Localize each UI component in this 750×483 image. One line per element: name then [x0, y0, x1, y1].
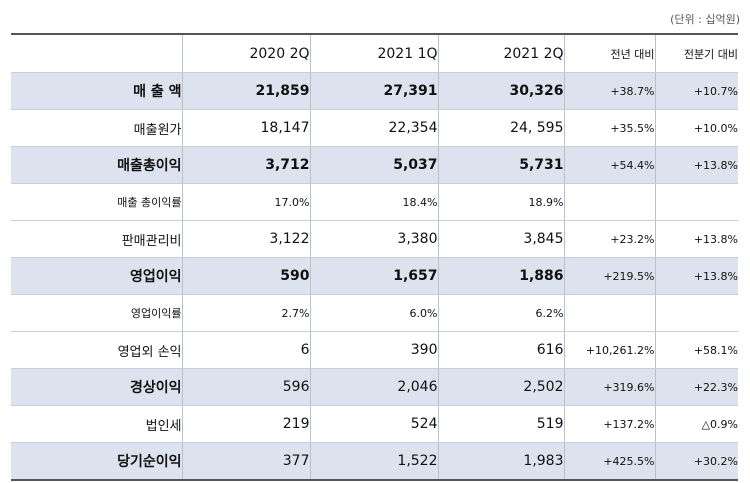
qoq-cell: △0.9% — [655, 405, 738, 443]
value-cell: 2.7% — [182, 294, 311, 332]
qoq-cell: +22.3% — [655, 368, 738, 406]
value-cell: 219 — [182, 405, 311, 443]
value-cell: 6.2% — [438, 294, 565, 332]
column-header: 전년 대비 — [564, 34, 656, 73]
value-cell: 377 — [182, 442, 311, 481]
qoq-cell: +13.8% — [655, 220, 738, 258]
row-label: 영업이익률 — [11, 294, 183, 332]
yoy-cell — [564, 294, 656, 332]
yoy-cell: +219.5% — [564, 257, 656, 295]
qoq-cell: +58.1% — [655, 331, 738, 369]
value-cell: 18.9% — [438, 183, 565, 221]
table-row: 영업외 손익 6 390 616 +10,261.2% +58.1% — [11, 331, 738, 369]
yoy-cell: +10,261.2% — [564, 331, 656, 369]
qoq-cell: +13.8% — [655, 257, 738, 295]
table-row: 영업이익 590 1,657 1,886 +219.5% +13.8% — [11, 257, 738, 295]
value-cell: 2,502 — [438, 368, 565, 406]
column-header: 2021 1Q — [310, 34, 439, 73]
value-cell: 24, 595 — [438, 109, 565, 147]
qoq-cell: +10.7% — [655, 72, 738, 110]
value-cell: 3,712 — [182, 146, 311, 184]
qoq-cell: +13.8% — [655, 146, 738, 184]
value-cell: 390 — [310, 331, 439, 369]
column-header: 2020 2Q — [182, 34, 311, 73]
value-cell: 3,845 — [438, 220, 565, 258]
financial-table: 2020 2Q 2021 1Q 2021 2Q 전년 대비 전분기 대비 매 출… — [11, 33, 738, 481]
value-cell: 5,037 — [310, 146, 439, 184]
yoy-cell — [564, 183, 656, 221]
row-label: 경상이익 — [11, 368, 183, 406]
value-cell: 616 — [438, 331, 565, 369]
yoy-cell: +54.4% — [564, 146, 656, 184]
table-row: 매출원가 18,147 22,354 24, 595 +35.5% +10.0% — [11, 109, 738, 147]
column-header: 전분기 대비 — [655, 34, 738, 73]
row-label: 법인세 — [11, 405, 183, 443]
yoy-cell: +425.5% — [564, 442, 656, 481]
value-cell: 6.0% — [310, 294, 439, 332]
value-cell: 22,354 — [310, 109, 439, 147]
qoq-cell — [655, 294, 738, 332]
value-cell: 1,657 — [310, 257, 439, 295]
qoq-cell — [655, 183, 738, 221]
value-cell: 519 — [438, 405, 565, 443]
qoq-cell: +10.0% — [655, 109, 738, 147]
yoy-cell: +23.2% — [564, 220, 656, 258]
row-label: 판매관리비 — [11, 220, 183, 258]
unit-label: (단위 : 십억원) — [670, 13, 740, 26]
row-label: 매출원가 — [11, 109, 183, 147]
value-cell: 1,983 — [438, 442, 565, 481]
value-cell: 2,046 — [310, 368, 439, 406]
row-label: 매출총이익 — [11, 146, 183, 184]
column-header: 2021 2Q — [438, 34, 565, 73]
yoy-cell: +319.6% — [564, 368, 656, 406]
row-label: 영업이익 — [11, 257, 183, 295]
table-row: 매출 총이익률 17.0% 18.4% 18.9% — [11, 183, 738, 221]
table-row: 경상이익 596 2,046 2,502 +319.6% +22.3% — [11, 368, 738, 406]
value-cell: 590 — [182, 257, 311, 295]
value-cell: 17.0% — [182, 183, 311, 221]
yoy-cell: +38.7% — [564, 72, 656, 110]
value-cell: 3,122 — [182, 220, 311, 258]
row-label: 당기순이익 — [11, 442, 183, 481]
value-cell: 21,859 — [182, 72, 311, 110]
value-cell: 18.4% — [310, 183, 439, 221]
table-row: 영업이익률 2.7% 6.0% 6.2% — [11, 294, 738, 332]
value-cell: 18,147 — [182, 109, 311, 147]
value-cell: 27,391 — [310, 72, 439, 110]
value-cell: 524 — [310, 405, 439, 443]
value-cell: 1,522 — [310, 442, 439, 481]
row-label: 매 출 액 — [11, 72, 183, 110]
value-cell: 596 — [182, 368, 311, 406]
table-row: 법인세 219 524 519 +137.2% △0.9% — [11, 405, 738, 443]
yoy-cell: +137.2% — [564, 405, 656, 443]
qoq-cell: +30.2% — [655, 442, 738, 481]
table-row: 매출총이익 3,712 5,037 5,731 +54.4% +13.8% — [11, 146, 738, 184]
table-row: 매 출 액 21,859 27,391 30,326 +38.7% +10.7% — [11, 72, 738, 110]
value-cell: 1,886 — [438, 257, 565, 295]
table-row: 판매관리비 3,122 3,380 3,845 +23.2% +13.8% — [11, 220, 738, 258]
header-corner — [11, 34, 183, 73]
value-cell: 30,326 — [438, 72, 565, 110]
value-cell: 3,380 — [310, 220, 439, 258]
yoy-cell: +35.5% — [564, 109, 656, 147]
value-cell: 6 — [182, 331, 311, 369]
row-label: 매출 총이익률 — [11, 183, 183, 221]
header-row: 2020 2Q 2021 1Q 2021 2Q 전년 대비 전분기 대비 — [11, 34, 738, 73]
value-cell: 5,731 — [438, 146, 565, 184]
row-label: 영업외 손익 — [11, 331, 183, 369]
table-row: 당기순이익 377 1,522 1,983 +425.5% +30.2% — [11, 442, 738, 481]
